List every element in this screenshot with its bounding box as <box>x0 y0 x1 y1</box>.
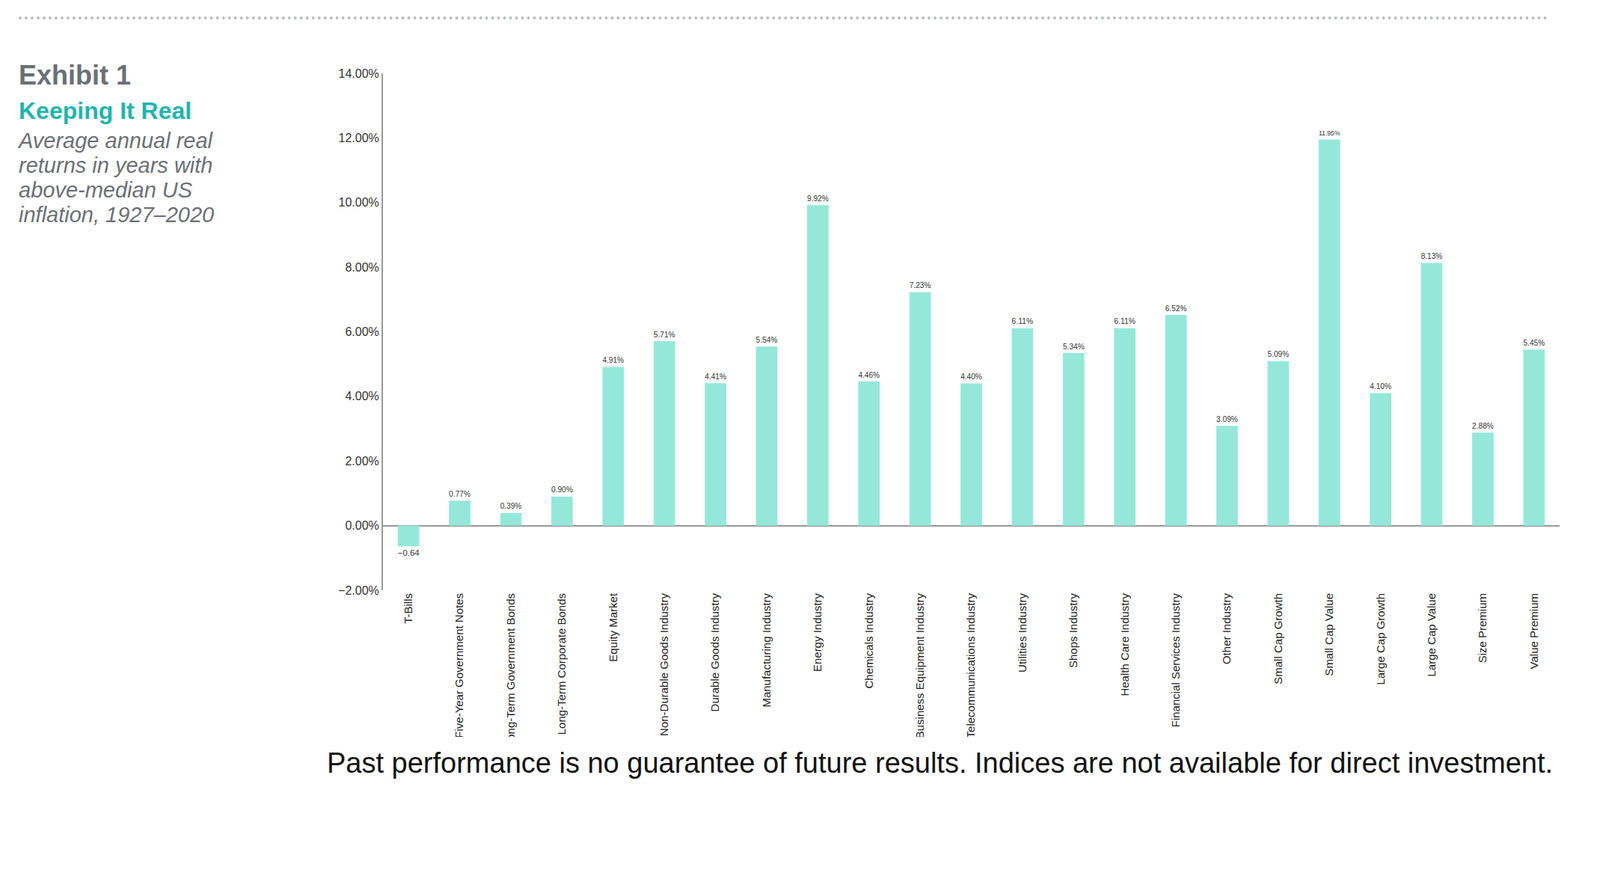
svg-text:0.77%: 0.77% <box>448 489 471 499</box>
svg-text:5.45%: 5.45% <box>1522 338 1545 348</box>
svg-text:4.46%: 4.46% <box>857 371 880 380</box>
svg-text:4.00%: 4.00% <box>344 389 379 403</box>
svg-text:Chemicals Industry: Chemicals Industry <box>862 593 876 689</box>
svg-text:0.39%: 0.39% <box>500 501 523 511</box>
html-text:Exhibit 1: Exhibit 1 <box>18 59 131 91</box>
svg-text:4.40%: 4.40% <box>960 372 983 381</box>
svg-text:14.00%: 14.00% <box>338 67 380 81</box>
svg-text:5.34%: 5.34% <box>1062 342 1085 351</box>
svg-text:11.95%: 11.95% <box>1318 129 1341 137</box>
svg-text:Durable Goods Industry: Durable Goods Industry <box>708 593 722 713</box>
svg-text:6.11%: 6.11% <box>1012 317 1034 326</box>
svg-text:Health Care Industry: Health Care Industry <box>1118 593 1131 697</box>
svg-text:Other Industry: Other Industry <box>1220 593 1233 665</box>
svg-text:Utilities Industry: Utilities Industry <box>1015 593 1029 673</box>
svg-text:9.92%: 9.92% <box>807 194 829 203</box>
html-text:Past performance is no guarant: Past performance is no guarantee of futu… <box>326 747 1553 779</box>
svg-text:Value Premium: Value Premium <box>1527 593 1541 669</box>
svg-text:Small Cap Growth: Small Cap Growth <box>1271 593 1285 685</box>
svg-text:Non-Durable Goods Industry: Non-Durable Goods Industry <box>657 593 671 737</box>
svg-text:−2.00%: −2.00% <box>338 584 380 597</box>
svg-text:2.88%: 2.88% <box>1472 421 1494 431</box>
svg-text:4.91%: 4.91% <box>602 356 624 365</box>
svg-text:6.52%: 6.52% <box>1165 304 1188 313</box>
svg-text:0.00%: 0.00% <box>344 519 379 532</box>
svg-text:8.13%: 8.13% <box>1421 252 1443 261</box>
svg-text:Telecommunications Industry: Telecommunications Industry <box>964 593 977 737</box>
svg-text:6.00%: 6.00% <box>344 325 379 339</box>
svg-text:Shops Industry: Shops Industry <box>1066 593 1080 669</box>
svg-text:0.90%: 0.90% <box>551 485 573 494</box>
svg-text:Large Cap Growth: Large Cap Growth <box>1374 593 1387 686</box>
svg-text:Size Premium: Size Premium <box>1475 593 1489 663</box>
svg-text:3.09%: 3.09% <box>1216 415 1238 424</box>
svg-text:8.00%: 8.00% <box>344 261 379 274</box>
svg-text:Energy Industry: Energy Industry <box>810 593 824 673</box>
svg-text:−0.64: −0.64 <box>397 548 420 558</box>
svg-text:5.54%: 5.54% <box>756 335 778 345</box>
svg-text:7.23%: 7.23% <box>909 281 932 290</box>
svg-text:10.00%: 10.00% <box>338 195 380 209</box>
svg-text:Large Cap Value: Large Cap Value <box>1424 593 1438 677</box>
svg-text:Long-Term Government Bonds: Long-Term Government Bonds <box>504 593 517 737</box>
svg-text:Long-Term Corporate Bonds: Long-Term Corporate Bonds <box>555 593 568 735</box>
svg-text:12.00%: 12.00% <box>338 131 380 145</box>
svg-text:Business Equipment Industry: Business Equipment Industry <box>913 593 927 737</box>
svg-text:Small Cap Value: Small Cap Value <box>1322 593 1336 677</box>
svg-text:5.71%: 5.71% <box>653 330 676 339</box>
html-text:Keeping It Real: Keeping It Real <box>18 97 192 125</box>
svg-text:Manufacturing Industry: Manufacturing Industry <box>759 593 773 708</box>
svg-text:5.09%: 5.09% <box>1267 350 1290 359</box>
svg-text:Financial Services Industry: Financial Services Industry <box>1169 593 1182 728</box>
svg-text:6.11%: 6.11% <box>1113 317 1136 326</box>
svg-text:Equity Market: Equity Market <box>606 592 620 662</box>
html-text:Average annual real returns in: Average annual real returns in years wit… <box>18 128 215 227</box>
svg-text:T-Bills: T-Bills <box>401 593 415 624</box>
svg-text:4.41%: 4.41% <box>704 372 727 381</box>
svg-text:2.00%: 2.00% <box>344 454 379 468</box>
svg-text:4.10%: 4.10% <box>1369 382 1392 391</box>
svg-text:Five-Year Government Notes: Five-Year Government Notes <box>452 593 466 737</box>
